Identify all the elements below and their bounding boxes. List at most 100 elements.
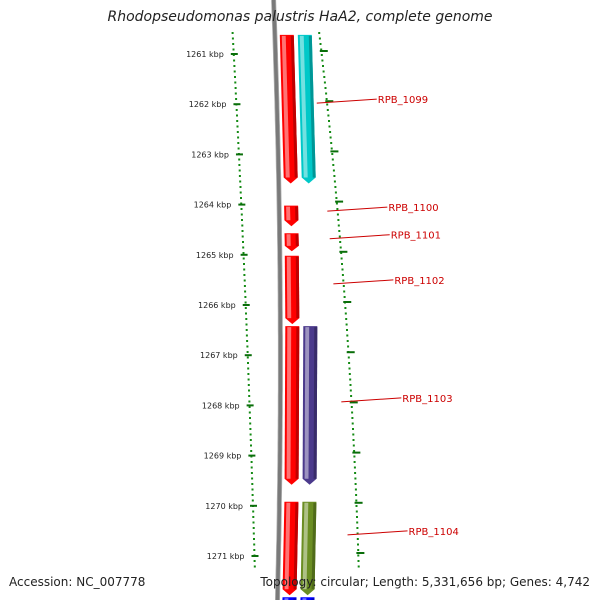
inner-guide-dot bbox=[244, 296, 247, 298]
inner-guide-dot bbox=[239, 191, 242, 194]
outer-guide-dot bbox=[356, 538, 359, 540]
outer-guide-dot bbox=[350, 406, 353, 408]
gene-label-leader bbox=[329, 234, 390, 240]
inner-guide-dot bbox=[250, 466, 253, 469]
outer-guide-dot bbox=[325, 92, 328, 95]
gene-label-leader bbox=[347, 530, 408, 536]
inner-guide-dot bbox=[242, 246, 245, 249]
inner-guide-dot bbox=[232, 48, 235, 51]
inner-guide-dot bbox=[247, 367, 250, 370]
inner-guide-dot bbox=[246, 345, 249, 348]
outer-guide-dot bbox=[344, 307, 347, 309]
outer-guide-dot bbox=[336, 208, 339, 210]
outer-guide-dot bbox=[322, 65, 324, 67]
inner-guide-dot bbox=[243, 285, 246, 287]
inner-guide-dot bbox=[240, 208, 243, 210]
outer-guide-dot bbox=[326, 103, 329, 106]
inner-guide-dot bbox=[252, 516, 255, 518]
outer-guide-dot bbox=[320, 54, 323, 56]
inner-guide-dot bbox=[245, 329, 248, 331]
outer-guide-dot bbox=[354, 483, 357, 485]
inner-guide-dot bbox=[243, 263, 245, 265]
tick-label: 1266 kbp bbox=[198, 301, 236, 310]
gene-label: RPB_1099 bbox=[378, 95, 428, 106]
inner-guide-dot bbox=[240, 202, 243, 205]
inner-guide-dot bbox=[253, 560, 256, 562]
inner-guide-dot bbox=[250, 444, 252, 447]
outer-guide-dot bbox=[340, 257, 343, 260]
inner-guide-dot bbox=[247, 373, 250, 375]
gene-feature-highlight bbox=[299, 35, 308, 178]
outer-guide-dot bbox=[324, 87, 327, 89]
outer-guide-dot bbox=[357, 565, 360, 568]
inner-guide-dot bbox=[244, 290, 247, 293]
outer-guide-dot bbox=[332, 164, 335, 166]
tick-label: 1261 kbp bbox=[186, 50, 224, 59]
inner-guide-dot bbox=[238, 169, 241, 172]
outer-guide-dot bbox=[355, 505, 358, 507]
outer-guide-dot bbox=[346, 340, 349, 342]
inner-guide-dot bbox=[239, 180, 242, 183]
inner-guide-dot bbox=[236, 125, 239, 128]
inner-guide-dot bbox=[251, 494, 254, 496]
outer-guide-dot bbox=[343, 290, 346, 293]
inner-guide-dot bbox=[236, 120, 239, 122]
outer-guide-dot bbox=[342, 285, 345, 287]
outer-guide-dot bbox=[335, 202, 338, 205]
outer-guide-dot bbox=[319, 43, 322, 45]
outer-guide-dot bbox=[320, 48, 323, 51]
outer-guide-dot bbox=[329, 136, 332, 139]
tick-label: 1268 kbp bbox=[202, 401, 240, 410]
outer-guide-dot bbox=[341, 263, 343, 265]
inner-guide-dot bbox=[250, 472, 253, 474]
inner-guide-dot bbox=[253, 543, 256, 546]
outer-guide-dot bbox=[318, 32, 321, 34]
inner-guide-dot bbox=[235, 109, 238, 111]
gene-feature-shade bbox=[295, 206, 299, 221]
outer-guide-dot bbox=[330, 142, 333, 144]
outer-guide-dot bbox=[352, 428, 354, 430]
inner-guide-dot bbox=[231, 37, 234, 40]
gene-feature-highlight bbox=[302, 502, 309, 590]
inner-guide-dot bbox=[246, 351, 249, 353]
inner-guide-dot bbox=[251, 499, 254, 502]
gene-feature bbox=[282, 501, 299, 596]
tick-dots-layer bbox=[231, 32, 360, 568]
gene-feature-highlight bbox=[304, 327, 310, 479]
inner-guide-dot bbox=[247, 362, 249, 364]
outer-guide-dot bbox=[352, 439, 355, 441]
outer-guide-dot bbox=[321, 59, 324, 62]
outer-guide-dot bbox=[351, 411, 354, 414]
outer-guide-dot bbox=[357, 543, 359, 546]
inner-guide-dot bbox=[243, 274, 246, 276]
inner-guide-dot bbox=[231, 32, 234, 34]
outer-guide-dot bbox=[354, 477, 357, 480]
inner-guide-dot bbox=[251, 488, 254, 491]
outer-guide-dot bbox=[352, 444, 355, 447]
gene-feature-highlight bbox=[286, 256, 292, 319]
outer-guide-dot bbox=[344, 312, 347, 315]
inner-guide-dot bbox=[248, 411, 251, 414]
inner-guide-dot bbox=[236, 114, 238, 117]
inner-guide-dot bbox=[241, 230, 244, 232]
inner-guide-dot bbox=[242, 257, 245, 260]
inner-guide-dot bbox=[236, 131, 239, 133]
inner-guide-dot bbox=[235, 98, 238, 100]
outer-guide-dot bbox=[356, 516, 358, 518]
inner-guide-dot bbox=[234, 76, 236, 78]
inner-guide-dot bbox=[233, 65, 236, 67]
genome-backbone bbox=[271, 0, 283, 600]
inner-guide-dot bbox=[241, 219, 243, 221]
gene-feature-shade bbox=[293, 502, 299, 590]
inner-guide-dot bbox=[234, 92, 237, 95]
gene-feature-shade bbox=[313, 327, 318, 479]
outer-guide-dot bbox=[357, 560, 360, 562]
outer-guide-dot bbox=[325, 98, 328, 100]
outer-guide-dot bbox=[338, 235, 341, 238]
outer-guide-dot bbox=[339, 246, 342, 249]
inner-guide-dot bbox=[250, 461, 253, 463]
inner-guide-dot bbox=[244, 301, 247, 304]
outer-guide-dot bbox=[328, 125, 331, 128]
inner-guide-dot bbox=[245, 323, 248, 326]
